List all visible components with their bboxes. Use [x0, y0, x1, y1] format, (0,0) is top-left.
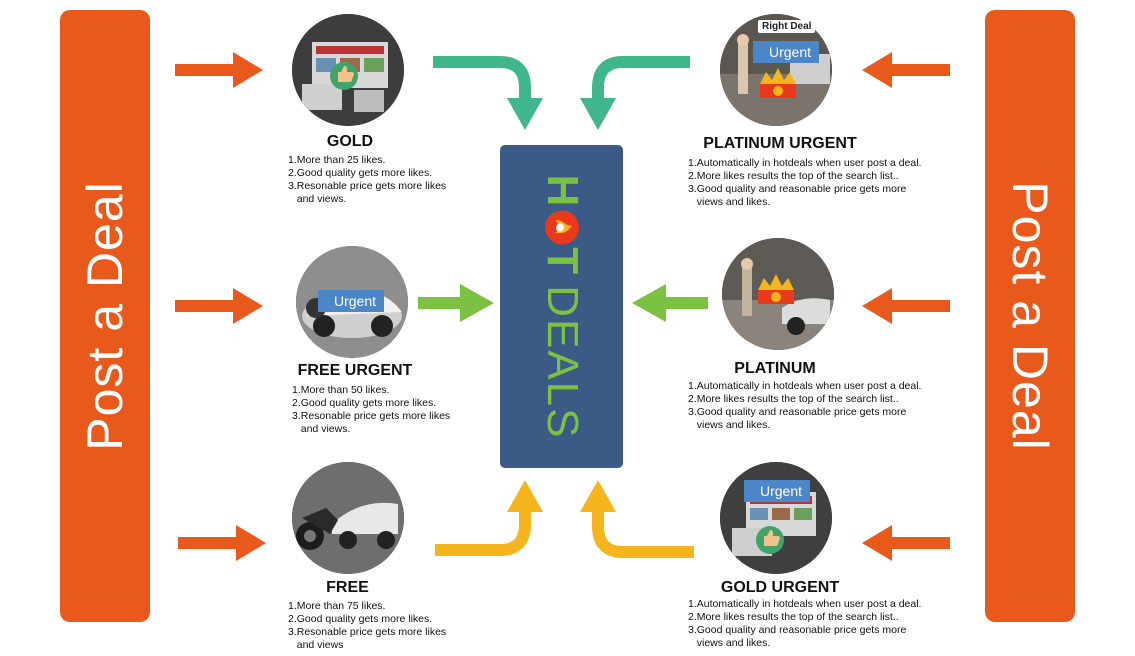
arrow-to-platinum	[862, 288, 950, 324]
tier-desc-line: and views.	[292, 423, 351, 435]
arrow-to-platinum-urgent	[862, 52, 950, 88]
right-deal-text: Right Deal	[762, 21, 812, 32]
urgent-tag-free: Urgent	[318, 290, 385, 312]
tier-desc-gold: 1.More than 25 likes. 2.Good quality get…	[288, 154, 446, 206]
arrow-gold-to-hot-head	[507, 98, 543, 130]
arrow-to-gold	[175, 52, 263, 88]
tier-desc-line: and views.	[288, 193, 347, 205]
green-arrows	[418, 284, 708, 322]
hot-letter-h: H	[537, 174, 587, 207]
arrow-free-to-hot	[435, 508, 531, 556]
tier-desc-free: 1.More than 75 likes. 2.Good quality get…	[288, 600, 446, 652]
arrow-platinum-to-hot	[632, 284, 708, 322]
arrow-to-gold-urgent	[862, 525, 950, 561]
tier-desc-gold-urgent: 1.Automatically in hotdeals when user po…	[688, 598, 921, 650]
tier-desc-line: 1.More than 25 likes.	[288, 154, 386, 166]
arrow-gold-urgent-to-hot-head	[580, 480, 616, 512]
arrow-platinum-urgent-to-hot-head	[580, 98, 616, 130]
tier-desc-line: 1.More than 75 likes.	[288, 600, 386, 612]
tier-title-gold: GOLD	[326, 133, 374, 150]
tier-desc-line: 3.Resonable price gets more likes	[292, 410, 451, 422]
arrow-to-free	[178, 525, 266, 561]
tier-desc-platinum: 1.Automatically in hotdeals when user po…	[688, 380, 921, 432]
tier-desc-line: 2.Good quality gets more likes.	[288, 167, 433, 179]
urgent-tag-label: Urgent	[334, 293, 377, 309]
urgent-tag-label: Urgent	[769, 44, 812, 60]
gold-thumbnail	[292, 14, 404, 126]
hot-deals-logo: H T DEALS	[537, 174, 587, 439]
tier-desc-line: views and likes.	[688, 196, 771, 208]
tier-title-platinum: PLATINUM	[734, 360, 816, 377]
tier-desc-line: and views	[288, 639, 344, 651]
tier-desc-line: 2.More likes results the top of the sear…	[688, 393, 899, 405]
orange-arrows-right	[862, 52, 950, 561]
hot-deals-box: H T DEALS	[500, 145, 623, 468]
tier-desc-line: 1.Automatically in hotdeals when user po…	[688, 380, 922, 392]
urgent-tag-label: Urgent	[760, 483, 803, 499]
tier-desc-line: 1.Automatically in hotdeals when user po…	[688, 598, 922, 610]
arrow-to-free-urgent	[175, 288, 263, 324]
tier-desc-line: 2.More likes results the top of the sear…	[688, 611, 899, 623]
right-deal-badge: Right Deal	[758, 20, 816, 33]
tier-desc-line: 2.Good quality gets more likes.	[288, 613, 433, 625]
tier-title-free: FREE	[326, 579, 369, 596]
tier-desc-line: 3.Good quality and reasonable price gets…	[688, 624, 907, 636]
tier-desc-line: 2.More likes results the top of the sear…	[688, 170, 899, 182]
tier-desc-line: 3.Good quality and reasonable price gets…	[688, 406, 907, 418]
free-thumbnail	[292, 462, 404, 574]
flame-icon	[543, 208, 581, 246]
tier-desc-line: 3.Resonable price gets more likes	[288, 626, 447, 638]
tier-desc-free-urgent: 1.More than 50 likes. 2.Good quality get…	[292, 384, 450, 436]
tier-desc-line: 1.More than 50 likes.	[292, 384, 390, 396]
tier-desc-line: 1.Automatically in hotdeals when user po…	[688, 157, 922, 169]
platinum-thumbnail	[722, 238, 834, 350]
tier-desc-line: views and likes.	[688, 419, 771, 431]
arrow-platinum-urgent-to-hot	[592, 56, 690, 100]
orange-arrows-left	[175, 52, 266, 561]
tier-title-gold-urgent: GOLD URGENT	[720, 579, 840, 596]
post-a-deal-banner-right: Post a Deal	[985, 10, 1075, 622]
tier-desc-line: 3.Resonable price gets more likes	[288, 180, 447, 192]
hot-letter-t: T	[537, 246, 587, 275]
tier-desc-line: 2.Good quality gets more likes.	[292, 397, 437, 409]
arrow-gold-urgent-to-hot	[592, 508, 694, 558]
tier-desc-line: views and likes.	[688, 637, 771, 649]
arrow-gold-to-hot	[433, 56, 531, 100]
deals-word: DEALS	[537, 284, 587, 439]
post-a-deal-banner-left: Post a Deal	[60, 10, 150, 622]
tier-title-free-urgent: FREE URGENT	[297, 362, 413, 379]
gold-urgent-thumbnail	[720, 462, 832, 574]
arrow-free-urgent-to-hot	[418, 284, 494, 322]
yellow-arrows	[435, 508, 694, 558]
urgent-tag-platinum: Urgent	[753, 41, 820, 63]
urgent-tag-gold: Urgent	[744, 480, 811, 502]
tier-desc-line: 3.Good quality and reasonable price gets…	[688, 183, 907, 195]
arrow-free-to-hot-head	[507, 480, 543, 512]
teal-arrows	[433, 56, 690, 100]
tier-desc-platinum-urgent: 1.Automatically in hotdeals when user po…	[688, 157, 921, 209]
tier-title-platinum-urgent: PLATINUM URGENT	[703, 135, 857, 152]
